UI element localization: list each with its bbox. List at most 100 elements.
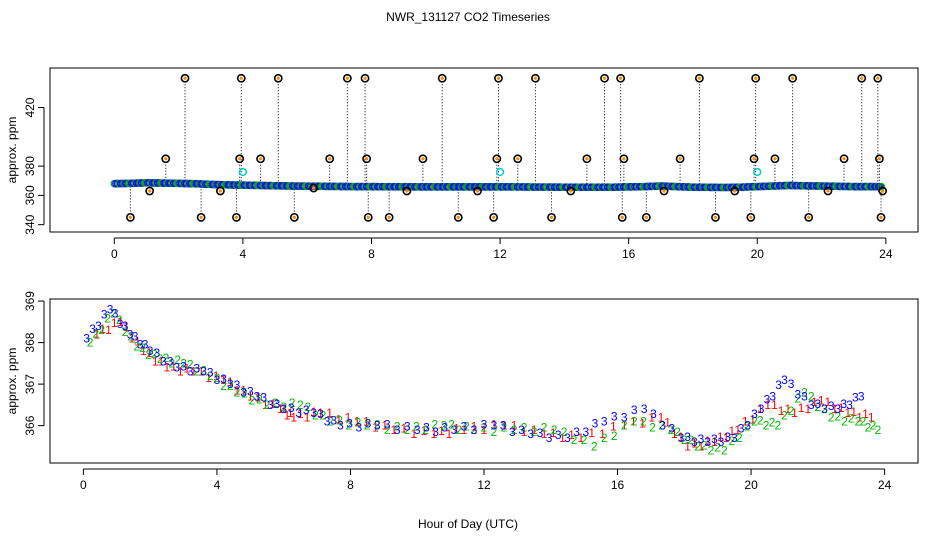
outlier-point [125, 212, 135, 222]
series-1-point: 1 [664, 416, 671, 430]
outlier-core [807, 215, 811, 219]
series-1-point: 1 [354, 414, 361, 428]
series-1-point: 1 [446, 427, 453, 441]
series-2-point: 2 [289, 396, 296, 410]
outlier-point [531, 73, 540, 83]
series-3-point: 3 [384, 418, 391, 432]
series-3-point: 3 [404, 420, 411, 434]
outlier-point [513, 154, 523, 164]
series-2-point: 2 [531, 425, 538, 439]
series-1-point: 1 [838, 401, 845, 415]
series-3-point: 3 [718, 435, 725, 449]
series-1-point: 1 [262, 398, 269, 412]
series-1-point: 1 [811, 395, 818, 409]
series-2-point: 2 [491, 425, 498, 439]
series-1-point: 1 [717, 430, 724, 444]
x-tick-label: 16 [622, 247, 636, 261]
series-3-point: 3 [698, 432, 705, 446]
series-2-point: 2 [305, 400, 312, 414]
series-3-point: 3 [527, 427, 534, 441]
outlier-point [617, 212, 627, 222]
series-3-point: 3 [180, 359, 187, 373]
series-3-point: 3 [132, 329, 139, 343]
series-1-point: 1 [254, 391, 261, 405]
x-tick-label: 20 [751, 247, 765, 261]
series-3-point: 3 [592, 417, 599, 431]
series-1-point: 1 [247, 390, 254, 404]
series-2-point: 2 [122, 325, 129, 339]
series-2-point: 2 [708, 444, 715, 458]
series-2-point: 2 [821, 402, 828, 416]
series-2-point: 2 [763, 419, 770, 433]
series-2-point: 2 [601, 431, 608, 445]
series-1-point: 1 [431, 427, 438, 441]
series-3-point: 3 [324, 414, 331, 428]
outlier-point [547, 212, 556, 222]
outlier-point [746, 212, 756, 222]
series-2-point: 2 [394, 420, 401, 434]
series-1-point: 1 [825, 395, 832, 409]
x-tick-label: 20 [744, 478, 758, 492]
series-3-point: 3 [355, 421, 362, 435]
series-1-point: 1 [310, 405, 317, 419]
series-1-point: 1 [757, 402, 764, 416]
series-3-point: 3 [611, 409, 618, 423]
series-1-point: 1 [671, 427, 678, 441]
series-3-point: 3 [207, 366, 214, 380]
outlier-core [516, 157, 520, 161]
outlier-point [215, 186, 225, 196]
outlier-core [602, 76, 607, 80]
outlier-core [345, 76, 349, 80]
outlier-core [662, 189, 666, 193]
series-1-point: 1 [648, 410, 655, 424]
series-2-point: 2 [865, 421, 872, 435]
x-tick-label: 16 [611, 478, 625, 492]
series-3-point: 3 [187, 365, 194, 379]
series-2-point: 2 [116, 313, 123, 327]
series-1-point: 1 [134, 335, 141, 349]
series-1-point: 1 [213, 369, 220, 383]
outlier-core [752, 157, 756, 161]
series-3-point: 3 [840, 397, 847, 411]
outlier-point [360, 73, 370, 83]
series-2-point: 2 [169, 356, 176, 370]
series-2-point: 2 [674, 425, 681, 439]
series-3-point: 3 [668, 422, 675, 436]
plot-frame [49, 298, 919, 464]
series-2-point: 2 [200, 364, 207, 378]
series-3-point: 3 [280, 402, 287, 416]
series-2-point: 2 [404, 423, 411, 437]
series-1-point: 1 [105, 323, 112, 337]
outlier-core [312, 186, 316, 190]
series-3-point: 3 [83, 331, 90, 345]
series-3-point: 3 [95, 319, 102, 333]
outlier-point [236, 73, 246, 83]
series-3-point: 3 [751, 407, 758, 421]
series-1-point: 1 [280, 402, 287, 416]
series-2-point: 2 [441, 419, 448, 433]
x-tick-label: 0 [111, 247, 118, 261]
x-axis-label: Hour of Day (UTC) [418, 517, 518, 531]
series-2-point: 2 [744, 420, 751, 434]
series-1-point: 1 [304, 410, 311, 424]
series-2-point: 2 [413, 420, 420, 434]
series-1-point: 1 [630, 414, 637, 428]
series-2-point: 2 [729, 434, 736, 448]
y-tick-label: 340 [23, 214, 37, 234]
series-2-point: 2 [848, 411, 855, 425]
series-3-point: 3 [365, 417, 372, 431]
series-2-point: 2 [631, 414, 638, 428]
series-2-point: 2 [280, 400, 287, 414]
series-1-point: 1 [128, 331, 135, 345]
outlier-point [839, 154, 849, 164]
y-axis-label: approx. ppm [5, 348, 19, 415]
series-3-point: 3 [160, 354, 167, 368]
series-3-point: 3 [858, 390, 865, 404]
top-panel: 0 4 8 12 16 20 24 340 360 380 420 approx. ppm [5, 67, 919, 261]
outlier-point [788, 73, 798, 83]
series-2-point: 2 [297, 398, 304, 412]
y-tick-label: 369 [23, 291, 37, 311]
y-tick-label: 366 [23, 415, 37, 435]
outlier-point [770, 154, 780, 164]
series-1-point: 1 [621, 419, 628, 433]
